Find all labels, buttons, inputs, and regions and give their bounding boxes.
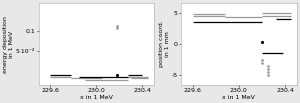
Y-axis label: position coord.
in 1 mm: position coord. in 1 mm (159, 21, 170, 67)
X-axis label: x in 1 MeV: x in 1 MeV (222, 95, 255, 99)
Y-axis label: energy deposition
in 1 MeV: energy deposition in 1 MeV (4, 16, 14, 73)
X-axis label: x in 1 MeV: x in 1 MeV (80, 95, 112, 99)
